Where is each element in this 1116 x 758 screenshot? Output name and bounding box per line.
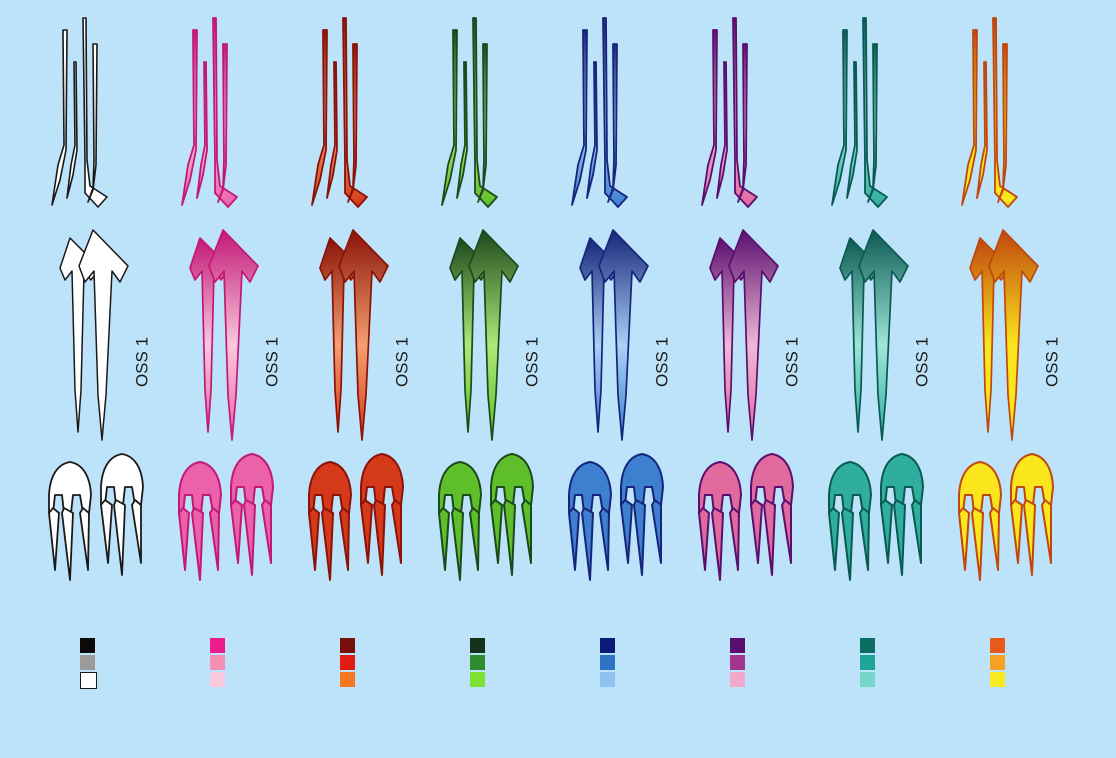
svg-text:OSS 1: OSS 1 <box>132 337 151 387</box>
svg-text:OSS 1: OSS 1 <box>392 337 411 387</box>
svg-text:OSS 1: OSS 1 <box>1042 337 1061 387</box>
svg-text:OSS 1: OSS 1 <box>782 337 801 387</box>
svg-text:OSS 1: OSS 1 <box>652 337 671 387</box>
svg-text:OSS 1: OSS 1 <box>522 337 541 387</box>
svg-text:OSS 1: OSS 1 <box>262 337 281 387</box>
svg-text:OSS 1: OSS 1 <box>912 337 931 387</box>
